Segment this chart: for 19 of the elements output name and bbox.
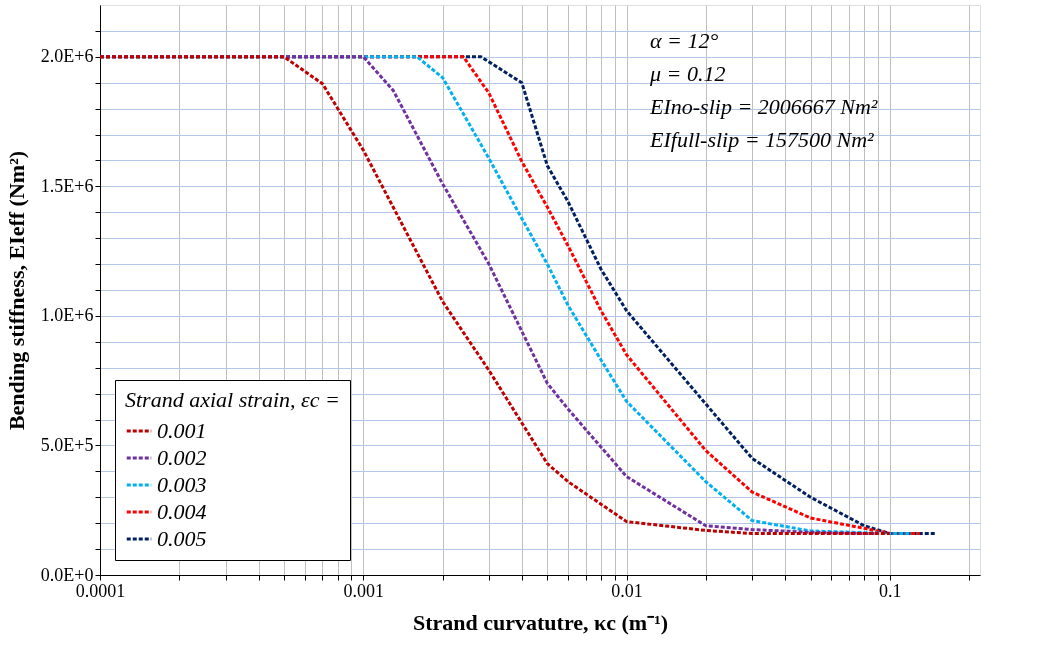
legend-label: 0.003 [157, 472, 207, 497]
x-tick-label: 0.01 [611, 580, 643, 601]
y-axis-title: Bending stiffness, EIeff (Nm²) [3, 150, 29, 431]
y-tick-label: 5.0E+5 [40, 434, 94, 455]
legend-label: 0.002 [157, 445, 207, 470]
x-axis-title: Strand curvatutre, κc (m⁻¹) [412, 609, 669, 635]
y-tick-label: 1.5E+6 [40, 175, 94, 196]
x-tick-label: 0.1 [879, 580, 902, 601]
y-tick-label: 2.0E+6 [40, 46, 94, 67]
annotation: α = 12° [650, 28, 719, 53]
y-tick-label: 1.0E+6 [40, 305, 94, 326]
x-tick-label: 0.001 [343, 580, 385, 601]
annotation: μ = 0.12 [649, 61, 726, 86]
annotation: EIno-slip = 2006667 Nm² [649, 94, 878, 119]
legend-label: 0.001 [157, 418, 207, 443]
annotation: EIfull-slip = 157500 Nm² [649, 127, 875, 152]
legend-label: 0.005 [157, 526, 207, 551]
legend-label: 0.004 [157, 499, 207, 524]
legend-title: Strand axial strain, εc = [125, 387, 340, 412]
